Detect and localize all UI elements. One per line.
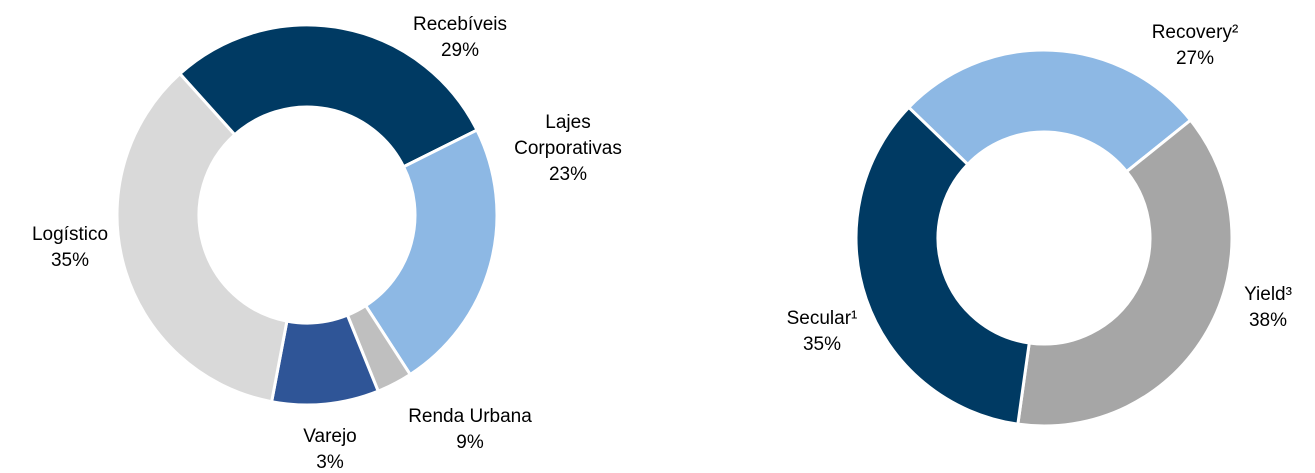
segment-label: Yield³ 38% <box>1208 282 1315 334</box>
donut-segment <box>115 71 289 404</box>
value-label: 35% <box>50 250 90 271</box>
category-label: Secular¹ <box>786 308 858 329</box>
segment-label: Recovery² 27% <box>1115 20 1275 72</box>
segment-label: Lajes Corporativas 23% <box>498 110 638 188</box>
value-label: 9% <box>456 432 484 453</box>
segment-label: Secular¹ 35% <box>762 306 882 358</box>
segment-label: Varejo 3% <box>270 424 390 473</box>
category-label: Varejo <box>303 426 357 447</box>
segment-label: Logístico 35% <box>0 222 140 274</box>
value-label: 27% <box>1175 48 1215 69</box>
donut-segment <box>906 48 1193 174</box>
donut-segment <box>363 128 499 377</box>
donut-segment <box>177 23 479 169</box>
value-label: 29% <box>440 40 480 61</box>
value-label: 23% <box>548 164 588 185</box>
category-label: Yield³ <box>1244 284 1292 305</box>
category-label: Recovery² <box>1151 22 1239 43</box>
segment-label: Recebíveis 29% <box>360 12 560 64</box>
value-label: 35% <box>802 334 842 355</box>
segment-label: Renda Urbana 9% <box>380 404 560 456</box>
value-label: 38% <box>1248 310 1288 331</box>
category-label: Renda Urbana <box>408 406 532 427</box>
category-label: Logístico <box>31 224 109 245</box>
value-label: 3% <box>316 452 344 473</box>
donut-segment <box>1016 118 1234 428</box>
category-label: Lajes Corporativas <box>514 112 622 159</box>
donut-segment <box>854 105 1031 426</box>
category-label: Recebíveis <box>413 14 507 35</box>
